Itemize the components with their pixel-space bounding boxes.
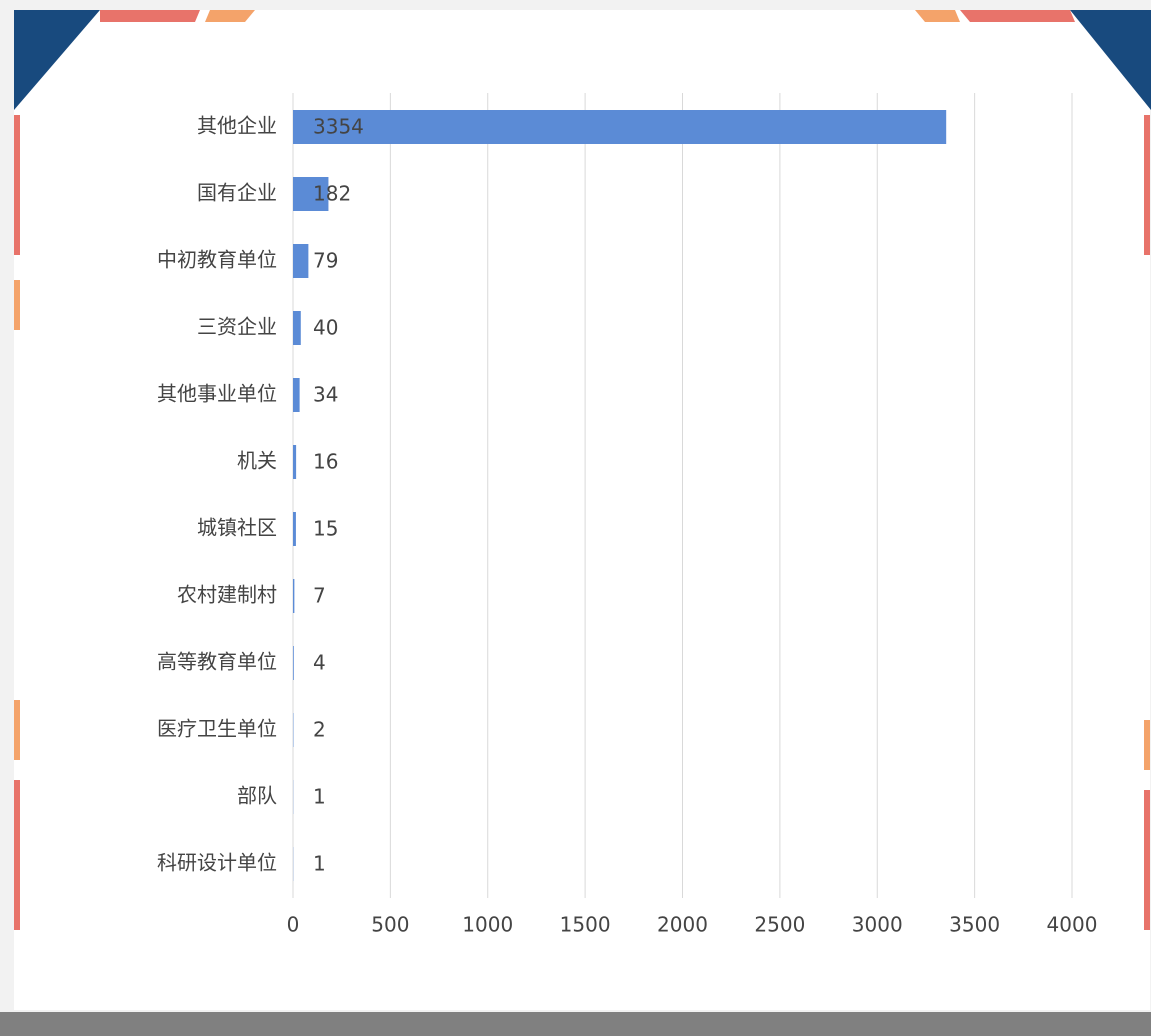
stripe (205, 10, 255, 22)
y-tick-label: 医疗卫生单位 (157, 717, 277, 741)
stripe (960, 10, 1075, 22)
card (14, 10, 1150, 1010)
bar (293, 177, 329, 211)
value-label: 15 (313, 517, 338, 541)
value-label: 182 (313, 182, 351, 206)
stripe (915, 10, 960, 22)
value-label: 7 (313, 584, 326, 608)
footer-band (0, 1012, 1151, 1036)
value-label: 1 (313, 852, 326, 876)
stripe (100, 10, 200, 22)
x-tick-label: 4000 (1047, 913, 1098, 937)
value-label: 3354 (313, 115, 364, 139)
stripe (14, 280, 20, 330)
stripe (14, 115, 20, 255)
x-tick-label: 1500 (560, 913, 611, 937)
stripe (1144, 790, 1150, 930)
x-tick-label: 3500 (949, 913, 1000, 937)
bar (293, 110, 947, 144)
y-tick-label: 高等教育单位 (157, 650, 277, 674)
bar (293, 378, 300, 412)
x-tick-label: 2500 (754, 913, 805, 937)
y-tick-label: 科研设计单位 (157, 851, 277, 875)
y-tick-label: 三资企业 (197, 315, 277, 339)
corner-decoration (1070, 10, 1151, 110)
stripe (1144, 720, 1150, 770)
x-tick-label: 3000 (852, 913, 903, 937)
bar (293, 646, 294, 680)
y-tick-label: 中初教育单位 (157, 248, 277, 272)
x-tick-label: 500 (371, 913, 409, 937)
y-tick-label: 国有企业 (197, 181, 277, 205)
y-tick-label: 机关 (237, 449, 277, 473)
bar (293, 311, 301, 345)
bar (293, 512, 296, 546)
y-tick-label: 城镇社区 (197, 516, 277, 540)
y-tick-label: 农村建制村 (177, 583, 277, 607)
value-label: 16 (313, 450, 338, 474)
x-tick-label: 2000 (657, 913, 708, 937)
stripe (14, 700, 20, 760)
value-label: 2 (313, 718, 326, 742)
bar (293, 445, 297, 479)
corner-decoration (14, 10, 100, 110)
x-tick-label: 1000 (462, 913, 513, 937)
value-label: 1 (313, 785, 326, 809)
value-label: 4 (313, 651, 326, 675)
y-tick-label: 其他企业 (197, 114, 277, 138)
value-label: 40 (313, 316, 338, 340)
stripe (14, 780, 20, 930)
stripe (1144, 115, 1150, 255)
value-label: 79 (313, 249, 338, 273)
value-label: 34 (313, 383, 338, 407)
bar (293, 244, 309, 278)
x-tick-label: 0 (287, 913, 300, 937)
y-tick-label: 其他事业单位 (157, 382, 277, 406)
bar (293, 579, 295, 613)
y-tick-label: 部队 (237, 784, 277, 808)
